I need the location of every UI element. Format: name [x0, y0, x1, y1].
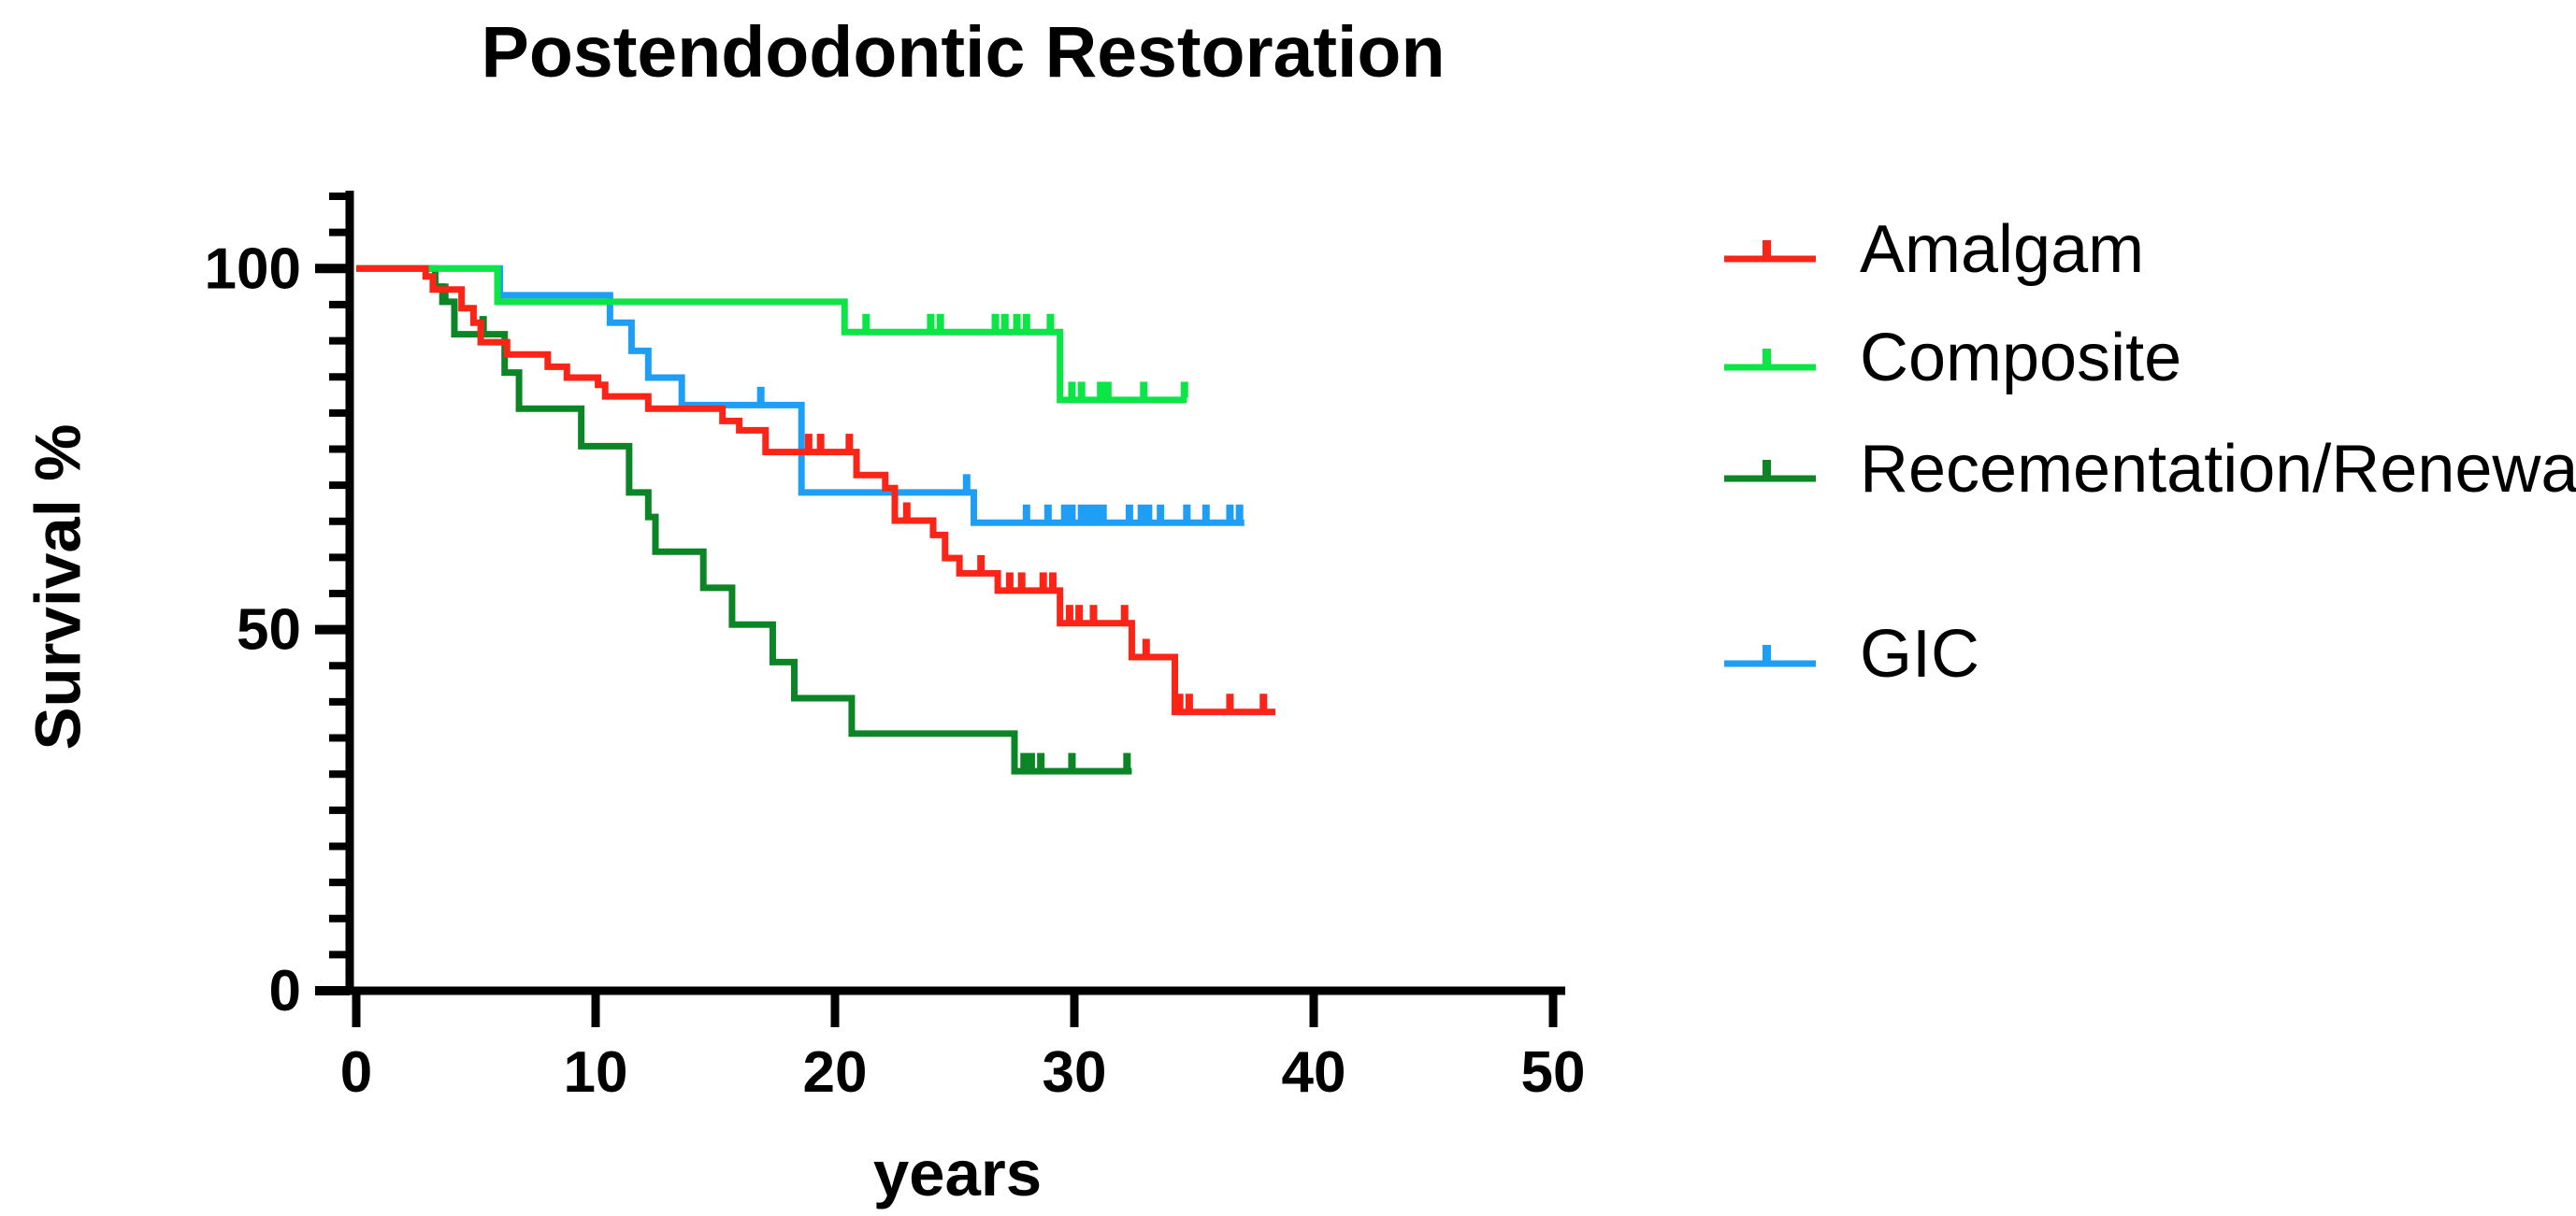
censor-tick-amalgam: [1089, 605, 1098, 622]
censor-tick-amalgam: [977, 554, 986, 571]
survival-curve-amalgam: [356, 265, 1276, 716]
censor-tick-gic: [1068, 504, 1076, 521]
legend-label: Composite: [1860, 321, 2182, 395]
censor-tick-gic: [756, 386, 765, 403]
censor-tick-gic: [1157, 504, 1165, 521]
censor-tick-amalgam: [1120, 605, 1129, 622]
gic-line-symbol-icon: [1724, 645, 1816, 667]
censor-tick-recementation-renewal: [1068, 752, 1076, 769]
censor-tick-gic: [1077, 504, 1086, 521]
censor-tick-composite: [1077, 381, 1086, 398]
censor-tick-gic: [1144, 504, 1153, 521]
series-amalgam: [356, 265, 1276, 716]
censor-tick-amalgam: [1259, 694, 1268, 710]
censor-tick-composite: [1140, 381, 1148, 398]
censor-tick-amalgam: [845, 434, 854, 451]
x-tick-label: 10: [564, 1040, 628, 1105]
censor-tick-recementation-renewal: [1123, 752, 1131, 769]
censor-tick-composite: [862, 313, 871, 330]
chart-title: Postendodontic Restoration: [481, 12, 1446, 93]
censor-tick-amalgam: [1048, 572, 1057, 589]
censor-tick-gic: [1235, 504, 1244, 521]
censor-tick-amalgam: [1039, 572, 1047, 589]
y-tick-label: 0: [269, 959, 301, 1023]
series-gic: [356, 265, 1245, 526]
censor-tick-composite: [1068, 381, 1076, 398]
censor-tick-composite: [927, 313, 935, 330]
censor-tick-recementation-renewal: [1027, 752, 1035, 769]
censor-tick-composite: [1103, 381, 1112, 398]
legend-item-amalgam: Amalgam: [1723, 207, 2144, 292]
legend-item-recementation: Recementation/Renewal: [1723, 427, 2576, 511]
censor-tick-gic: [1085, 504, 1093, 521]
censor-tick-composite: [1013, 313, 1021, 330]
censor-tick-amalgam: [1226, 694, 1234, 710]
axes: 0 50 100 0 10 20 30 40 50: [205, 191, 1586, 1105]
censor-tick-amalgam: [1175, 694, 1184, 710]
censor-tick-composite: [1000, 313, 1009, 330]
censor-tick-composite: [1046, 313, 1055, 330]
legend-item-gic: GIC: [1723, 612, 1979, 696]
censor-tick-composite: [1180, 381, 1188, 398]
survival-curve-recementation-renewal: [356, 265, 1132, 775]
censor-tick-gic: [1092, 504, 1101, 521]
x-tick-label: 40: [1282, 1040, 1346, 1105]
amalgam-line-symbol-icon: [1724, 240, 1816, 263]
x-tick-label: 50: [1521, 1040, 1586, 1105]
censor-tick-gic: [1125, 504, 1133, 521]
composite-line-symbol-icon: [1724, 349, 1816, 371]
censor-tick-composite: [936, 313, 944, 330]
censor-tick-composite: [1097, 381, 1105, 398]
x-axis-label: years: [872, 1137, 1043, 1209]
x-tick-label: 0: [340, 1040, 372, 1105]
censor-tick-gic: [962, 474, 971, 491]
censor-tick-composite: [991, 313, 1000, 330]
legend-label: GIC: [1860, 617, 1980, 692]
censor-tick-gic: [1183, 504, 1191, 521]
x-tick-label: 30: [1043, 1040, 1107, 1105]
censor-tick-amalgam: [816, 434, 825, 451]
censor-tick-amalgam: [1065, 605, 1073, 622]
legend-label: Amalgam: [1860, 212, 2145, 287]
legend-item-composite: Composite: [1723, 316, 2181, 400]
censor-tick-recementation-renewal: [1037, 752, 1045, 769]
y-tick-label: 100: [205, 236, 301, 301]
censor-tick-amalgam: [804, 434, 813, 451]
censor-tick-amalgam: [1075, 605, 1084, 622]
censor-tick-gic: [1202, 504, 1210, 521]
censor-tick-amalgam: [1185, 694, 1193, 710]
censor-tick-gic: [1226, 504, 1234, 521]
survival-curve-gic: [356, 265, 1245, 526]
legend-label: Recementation/Renewal: [1860, 432, 2576, 507]
series-composite: [356, 265, 1188, 404]
x-tick-label: 20: [803, 1040, 868, 1105]
censor-tick-gic: [1043, 504, 1052, 521]
censor-tick-gic: [1099, 504, 1107, 521]
legend: Amalgam Composite Recementation/Renewal …: [1723, 0, 2576, 1216]
censor-tick-composite: [1022, 313, 1030, 330]
censor-tick-amalgam: [1017, 572, 1026, 589]
censor-tick-recementation-renewal: [1020, 752, 1029, 769]
censor-tick-gic: [1060, 504, 1069, 521]
censor-tick-amalgam: [902, 502, 911, 519]
recementation-line-symbol-icon: [1724, 460, 1816, 482]
survival-curve-composite: [356, 265, 1187, 404]
censor-tick-amalgam: [1005, 572, 1014, 589]
censor-tick-amalgam: [1142, 638, 1150, 655]
y-tick-label: 50: [237, 598, 301, 663]
censor-tick-gic: [1137, 504, 1145, 521]
censor-tick-gic: [1022, 504, 1030, 521]
